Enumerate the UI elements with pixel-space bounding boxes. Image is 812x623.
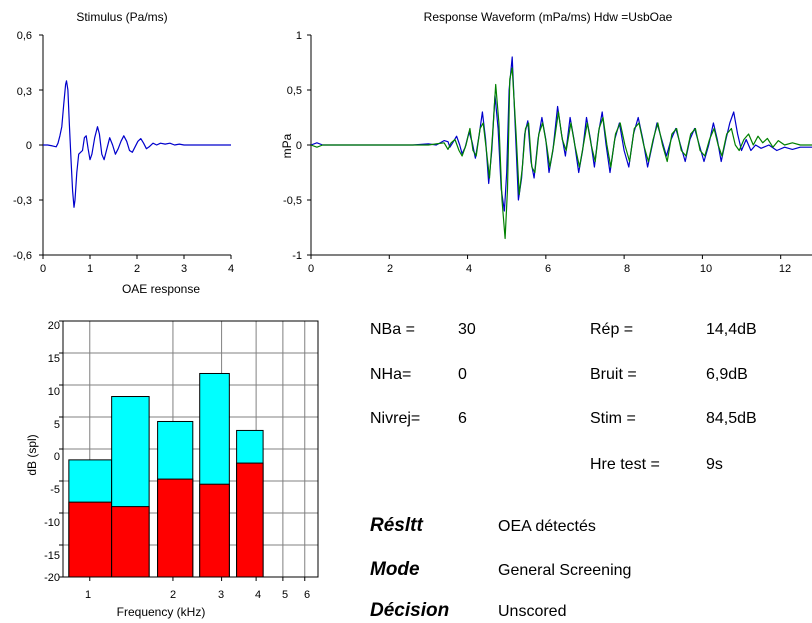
oae-y-tick: 5 — [54, 419, 60, 431]
response-y-label: mPa — [280, 133, 294, 158]
nivrej-label: Nivrej= — [370, 410, 421, 427]
response-x-tick: 0 — [308, 263, 314, 275]
oae-x-tick: 4 — [255, 589, 261, 601]
stimulus-x-tick: 2 — [134, 263, 140, 275]
response-y-tick: -1 — [292, 250, 302, 262]
oae-noise-bar — [111, 506, 150, 578]
mode-value: General Screening — [498, 562, 632, 579]
decision-label: Décision — [370, 600, 450, 621]
oae-noise-bar — [199, 483, 230, 578]
rep-value: 14,4dB — [706, 321, 757, 338]
hre-test-label: Hre test = — [590, 456, 660, 473]
oae-x-tick: 5 — [282, 589, 288, 601]
response-x-tick: 2 — [387, 263, 393, 275]
hre-test-value: 9s — [706, 456, 723, 473]
nha-value: 0 — [458, 366, 467, 383]
bruit-label: Bruit = — [590, 366, 637, 383]
oae-y-tick: 20 — [48, 320, 60, 332]
stimulus-y-tick: -0,6 — [13, 250, 32, 262]
stim-label: Stim = — [590, 410, 636, 427]
oae-y-tick: 10 — [48, 386, 60, 398]
response-chart: Response Waveform (mPa/ms) Hdw =UsbOae 1… — [280, 10, 812, 275]
rep-label: Rép = — [590, 321, 634, 338]
oae-noise-bar — [157, 478, 194, 578]
response-y-tick: 0 — [296, 140, 302, 152]
oae-y-tick: -20 — [44, 572, 60, 584]
stimulus-y-tick: 0 — [26, 140, 32, 152]
nha-label: NHa= — [370, 366, 412, 383]
nba-value: 30 — [458, 321, 476, 338]
stimulus-x-tick: 0 — [40, 263, 46, 275]
response-title: Response Waveform (mPa/ms) Hdw =UsbOae — [424, 10, 673, 24]
oae-noise-bar — [68, 501, 113, 578]
stimulus-x-tick: 3 — [181, 263, 187, 275]
oae-x-label: Frequency (kHz) — [117, 605, 206, 619]
stimulus-chart: Stimulus (Pa/ms) 0,6 0,3 0 -0,3 -0,6 0 1… — [13, 10, 234, 275]
oae-y-label: dB (spl) — [25, 434, 39, 475]
response-y-tick: 0,5 — [287, 85, 302, 97]
oae-y-tick: 15 — [48, 353, 60, 365]
response-x-tick: 10 — [700, 263, 712, 275]
response-x-tick: 4 — [466, 263, 472, 275]
stimulus-series-line-1 — [43, 80, 231, 208]
stimulus-y-tick: 0,3 — [17, 86, 32, 98]
response-x-tick: 8 — [624, 263, 630, 275]
response-y-tick: -0,5 — [283, 195, 302, 207]
oae-title: OAE response — [122, 282, 200, 296]
bruit-value: 6,9dB — [706, 366, 748, 383]
stimulus-y-tick: -0,3 — [13, 195, 32, 207]
response-y-tick: 1 — [296, 30, 302, 42]
stimulus-y-tick: 0,6 — [17, 30, 32, 42]
response-series-line-2 — [310, 67, 812, 240]
oae-y-tick: 0 — [54, 451, 60, 463]
response-x-tick: 6 — [545, 263, 551, 275]
oae-y-tick: -10 — [44, 517, 60, 529]
stimulus-x-tick: 4 — [228, 263, 234, 275]
resltt-label: Résltt — [370, 515, 423, 536]
oae-x-tick: 2 — [170, 589, 176, 601]
stimulus-title: Stimulus (Pa/ms) — [76, 10, 167, 24]
stim-value: 84,5dB — [706, 410, 757, 427]
oae-chart: OAE response dB (spl) Frequency (kHz) 20… — [25, 282, 319, 619]
oae-x-tick: 1 — [85, 589, 91, 601]
oae-noise-bar — [236, 462, 264, 578]
nba-label: NBa = — [370, 321, 415, 338]
oae-y-tick: -15 — [44, 550, 60, 562]
oae-x-tick: 3 — [218, 589, 224, 601]
mode-label: Mode — [370, 559, 420, 580]
oae-plot-border — [62, 320, 319, 578]
nivrej-value: 6 — [458, 410, 467, 427]
response-x-tick: 12 — [779, 263, 791, 275]
stimulus-x-tick: 1 — [87, 263, 93, 275]
decision-value: Unscored — [498, 603, 567, 620]
oae-x-tick: 6 — [304, 589, 310, 601]
oae-y-tick: -5 — [50, 484, 60, 496]
resltt-value: OEA détectés — [498, 518, 596, 535]
